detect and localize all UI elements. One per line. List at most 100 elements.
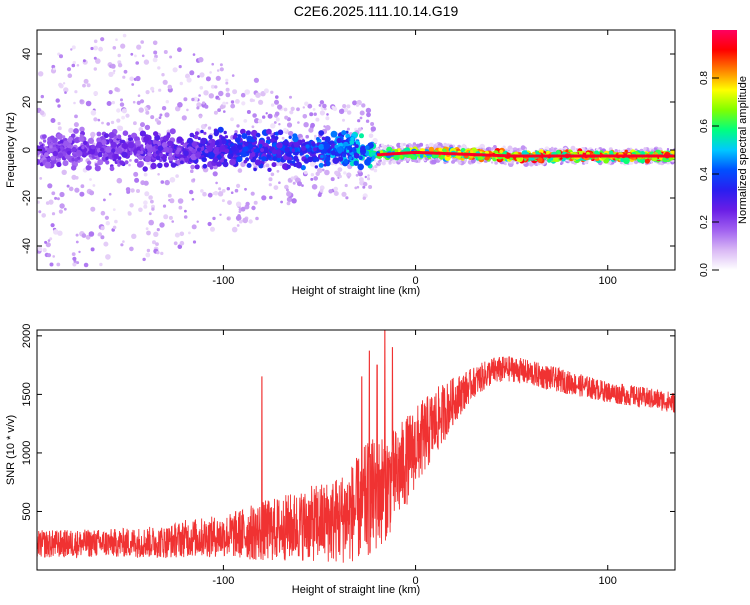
- heatmap-speckle: [37, 246, 43, 252]
- heatmap-speckle: [502, 145, 506, 149]
- heatmap-speckle: [570, 145, 576, 151]
- heatmap-speckle: [161, 73, 165, 77]
- heatmap-speckle: [177, 198, 184, 204]
- heatmap-cell: [286, 164, 291, 169]
- heatmap-cell: [224, 135, 229, 139]
- heatmap-speckle: [116, 177, 123, 184]
- heatmap-speckle: [125, 113, 130, 118]
- heatmap-speckle: [273, 121, 277, 124]
- heatmap-speckle: [342, 104, 347, 109]
- heatmap-speckle: [226, 217, 230, 221]
- heatmap-cell: [159, 152, 164, 157]
- heatmap-speckle: [183, 97, 188, 102]
- colorbar-tick-label: 0.6: [699, 119, 710, 133]
- snr-x-tick-label: 0: [413, 575, 419, 587]
- snr-marks: [37, 330, 675, 563]
- heatmap-speckle: [174, 232, 180, 238]
- heatmap-cell: [221, 139, 227, 145]
- heatmap-speckle: [208, 93, 214, 99]
- heatmap-speckle: [319, 110, 325, 116]
- heatmap-cell: [62, 140, 69, 147]
- heatmap-speckle: [154, 54, 158, 59]
- heatmap-speckle: [89, 190, 95, 196]
- heatmap-speckle: [204, 123, 208, 127]
- heatmap-speckle: [79, 99, 83, 103]
- heatmap-speckle: [213, 110, 218, 115]
- heatmap-speckle: [270, 123, 276, 129]
- heatmap-speckle: [192, 178, 196, 181]
- heatmap-cell: [224, 148, 230, 154]
- heatmap-cell: [343, 158, 349, 164]
- heatmap-cell: [61, 135, 66, 139]
- heatmap-cell: [46, 147, 53, 154]
- heatmap-speckle: [73, 122, 79, 128]
- snr-x-tick-label: -100: [212, 575, 234, 587]
- heatmap-speckle: [197, 75, 200, 78]
- heatmap-speckle: [252, 113, 257, 118]
- heatmap-speckle: [122, 33, 127, 38]
- heatmap-cell: [42, 134, 47, 140]
- heatmap-speckle: [210, 226, 215, 232]
- heatmap-speckle: [218, 187, 222, 191]
- heatmap-cell: [71, 146, 77, 152]
- colorbar-tick-label: 0.8: [699, 71, 710, 85]
- heatmap-cell: [360, 145, 367, 152]
- heatmap-cell: [142, 166, 148, 172]
- heatmap-speckle: [352, 100, 358, 106]
- heatmap-speckle: [145, 227, 149, 231]
- heatmap-speckle: [50, 118, 56, 123]
- heatmap-speckle: [137, 94, 141, 97]
- heatmap-cell: [195, 152, 201, 158]
- heatmap-speckle: [192, 240, 197, 244]
- heatmap-cell: [153, 131, 159, 137]
- heatmap-speckle: [278, 181, 281, 184]
- heatmap-speckle: [222, 101, 227, 106]
- snr-frame: [36, 329, 676, 571]
- heatmap-cell: [318, 130, 325, 136]
- heatmap-speckle: [240, 92, 246, 98]
- heatmap-cell: [250, 129, 258, 137]
- heatmap-speckle: [199, 72, 205, 78]
- heatmap-speckle: [173, 241, 178, 246]
- heatmap-speckle: [49, 262, 54, 267]
- heatmap-speckle: [143, 204, 148, 209]
- heatmap-speckle: [162, 79, 168, 85]
- heatmap-speckle: [235, 201, 242, 207]
- heatmap-speckle: [234, 188, 239, 193]
- heatmap-speckle: [136, 189, 140, 193]
- heatmap-speckle: [108, 90, 113, 95]
- heatmap-cell: [73, 154, 77, 158]
- heatmap-speckle: [138, 127, 144, 132]
- heatmap-speckle: [130, 52, 134, 56]
- heatmap-speckle: [365, 119, 370, 123]
- heatmap-speckle: [270, 90, 274, 95]
- snr-series-line: [37, 330, 675, 563]
- heatmap-speckle: [120, 98, 123, 102]
- heatmap-cell: [201, 157, 207, 163]
- heatmap-speckle: [191, 97, 195, 102]
- heatmap-speckle: [105, 254, 111, 260]
- heatmap-speckle: [113, 69, 116, 73]
- heatmap-speckle: [366, 177, 371, 181]
- heatmap-cell: [243, 159, 248, 164]
- heatmap-cell: [639, 158, 645, 164]
- heatmap-y-tick-label: 0: [21, 147, 33, 153]
- heatmap-speckle: [231, 74, 235, 77]
- heatmap-speckle: [168, 215, 173, 220]
- heatmap-speckle: [230, 103, 236, 109]
- heatmap-speckle: [98, 46, 103, 52]
- heatmap-speckle: [78, 250, 81, 254]
- heatmap-cell: [301, 139, 306, 143]
- heatmap-speckle: [47, 239, 51, 242]
- heatmap-cell: [94, 165, 101, 172]
- heatmap-speckle: [186, 108, 189, 112]
- heatmap-speckle: [54, 196, 58, 200]
- heatmap-speckle: [159, 113, 163, 117]
- heatmap-cell: [150, 162, 157, 170]
- heatmap-speckle: [368, 185, 373, 189]
- heatmap-marks: [37, 33, 675, 268]
- heatmap-speckle: [145, 90, 150, 95]
- heatmap-cell: [73, 128, 79, 134]
- heatmap-speckle: [614, 149, 618, 153]
- heatmap-speckle: [143, 59, 150, 65]
